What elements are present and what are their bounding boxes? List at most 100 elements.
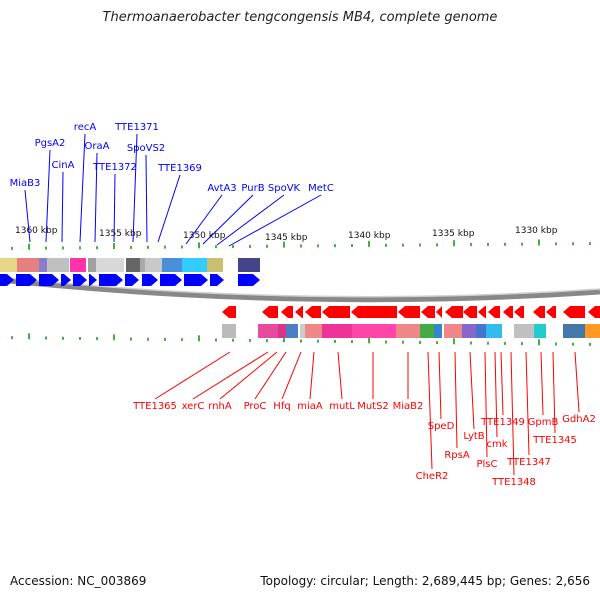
reverse-gene-label-gdha2: GdhA2 [562, 414, 596, 425]
reverse-gene-bar [420, 324, 434, 338]
reverse-label-line-gdha2 [574, 351, 580, 413]
reverse-gene-label-tte1347: TTE1347 [506, 457, 551, 468]
reverse-gene-bar [476, 324, 486, 338]
reverse-gene-bar [534, 324, 546, 338]
reverse-gene-bar [585, 324, 600, 338]
forward-gene-label-metc: MetC [308, 183, 334, 194]
forward-gene-label-pgsa2: PgsA2 [35, 138, 66, 149]
reverse-label-line-plsc [484, 351, 488, 458]
reverse-gene-arrow [398, 306, 420, 318]
reverse-color-bars [222, 324, 600, 338]
reverse-gene-label-rpsa: RpsA [444, 450, 470, 461]
reverse-gene-label-tte1345: TTE1345 [532, 435, 577, 446]
reverse-gene-arrow [305, 306, 321, 318]
scale-label: 1355 kbp [99, 229, 142, 239]
reverse-gene-label-hfq: Hfq [273, 401, 290, 412]
reverse-gene-arrows [222, 306, 600, 318]
forward-label-line-metc [228, 194, 322, 247]
forward-gene-bar [182, 258, 207, 272]
reverse-gene-bar [305, 324, 322, 338]
reverse-gene-label-mutl: mutL [329, 401, 355, 412]
reverse-gene-arrow [503, 306, 513, 318]
reverse-gene-bar [258, 324, 278, 338]
reverse-gene-arrow [514, 306, 524, 318]
reverse-gene-label-proc: ProC [244, 401, 267, 412]
forward-gene-bar [207, 258, 223, 272]
forward-gene-bar [88, 258, 96, 272]
forward-gene-label-tte1369: TTE1369 [157, 163, 202, 174]
forward-gene-bar [162, 258, 182, 272]
backbone-line [0, 277, 600, 303]
reverse-gene-bar [300, 324, 305, 338]
reverse-gene-arrow [262, 306, 278, 318]
reverse-gene-arrow [533, 306, 545, 318]
forward-gene-label-tte1371: TTE1371 [114, 122, 159, 133]
reverse-label-line-proc [254, 351, 287, 400]
forward-gene-label-cina: CinA [52, 160, 75, 171]
forward-label-line-spovk [216, 194, 285, 246]
reverse-gene-label-miaa: miaA [297, 401, 323, 412]
reverse-gene-arrow [463, 306, 477, 318]
forward-gene-arrow [89, 274, 97, 286]
reverse-gene-bar [278, 324, 286, 338]
reverse-gene-label-sped: SpeD [428, 421, 455, 432]
reverse-gene-label-gpmb: GpmB [528, 417, 559, 428]
forward-gene-bar [238, 258, 260, 272]
forward-label-line-pgsa2 [45, 149, 51, 243]
reverse-gene-bar [322, 324, 352, 338]
reverse-label-line-sped [438, 351, 442, 420]
forward-color-bars [0, 258, 260, 272]
reverse-gene-arrow [421, 306, 435, 318]
reverse-gene-bar [222, 324, 236, 338]
reverse-gene-bar [462, 324, 476, 338]
reverse-label-line-tte1348 [510, 351, 515, 476]
reverse-gene-bar [286, 324, 298, 338]
reverse-gene-label-muts2: MutS2 [357, 401, 389, 412]
forward-gene-arrow [125, 274, 139, 286]
forward-label-line-tte1369 [157, 174, 181, 243]
forward-gene-arrow [142, 274, 158, 286]
reverse-gene-label-tte1365: TTE1365 [132, 401, 177, 412]
reverse-label-line-gpmb [540, 351, 544, 416]
forward-gene-label-miab3: MiaB3 [10, 178, 41, 189]
scale-label: 1335 kbp [432, 229, 475, 239]
forward-label-line-avta3 [185, 194, 223, 245]
reverse-gene-label-lytb: LytB [463, 431, 484, 442]
forward-label-line-purb [202, 194, 254, 245]
scale-label: 1340 kbp [348, 231, 391, 241]
reverse-gene-label-miab2: MiaB2 [393, 401, 424, 412]
forward-gene-bar [39, 258, 47, 272]
reverse-gene-arrow [445, 306, 463, 318]
forward-gene-bar [70, 258, 86, 272]
forward-label-line-cina [61, 171, 64, 243]
forward-gene-arrow [0, 274, 14, 286]
reverse-gene-arrow [563, 306, 585, 318]
backbone-highlight [0, 276, 600, 298]
reverse-gene-bar [444, 324, 462, 338]
reverse-gene-labels: TTE1365 xerC rnhA ProC Hfq miaA mutL MutS2 MiaB2… [132, 351, 596, 488]
forward-gene-arrow [16, 274, 37, 286]
forward-gene-arrow [61, 274, 71, 286]
reverse-gene-bar [434, 324, 442, 338]
reverse-gene-label-plsc: PlsC [476, 459, 497, 470]
reverse-gene-arrow [351, 306, 397, 318]
reverse-label-line-tte1349 [500, 351, 504, 416]
reverse-gene-label-cmk: cmk [486, 439, 507, 450]
forward-gene-bar [0, 258, 17, 272]
reverse-gene-label-cher2: CheR2 [416, 471, 449, 482]
reverse-label-line-rpsa [454, 351, 458, 449]
scale-label: 1360 kbp [15, 226, 58, 236]
reverse-label-line-lytb [469, 351, 475, 430]
forward-gene-arrow [160, 274, 182, 286]
reverse-gene-arrow [478, 306, 486, 318]
scale-label: 1350 kbp [183, 231, 226, 241]
forward-gene-label-purb: PurB [241, 183, 264, 194]
reverse-gene-label-xerc: xerC [182, 401, 205, 412]
forward-gene-bar [96, 258, 124, 272]
forward-gene-label-reca: recA [74, 122, 97, 133]
reverse-gene-bar [352, 324, 396, 338]
reverse-gene-label-rnha: rnhA [208, 401, 232, 412]
forward-gene-bar [17, 258, 39, 272]
forward-gene-labels: MiaB3 PgsA2 CinA recA OraA TTE1372 TTE1371 SpoV… [10, 122, 334, 247]
